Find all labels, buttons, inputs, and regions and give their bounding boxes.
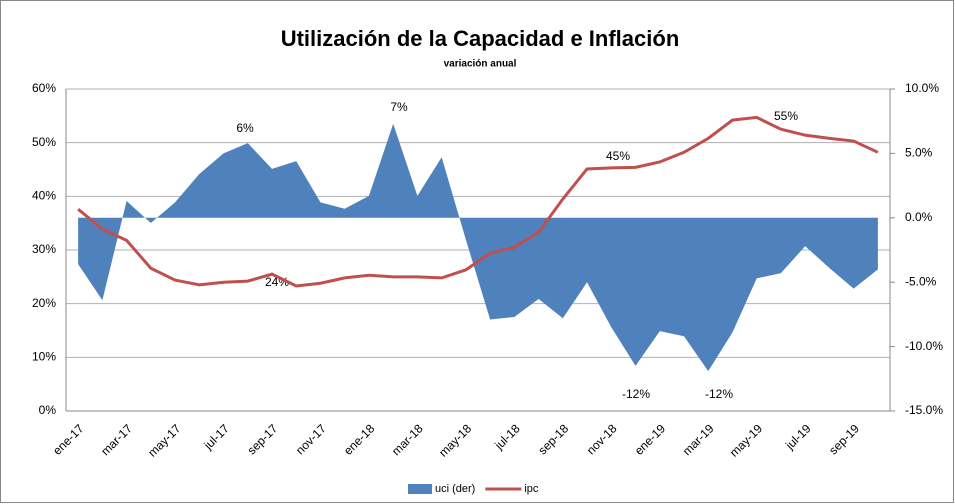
y-tick-label: 20%	[32, 296, 56, 310]
y-tick-label: 30%	[32, 242, 56, 256]
annotation: 7%	[390, 100, 408, 114]
chart-subtitle: variación anual	[444, 59, 517, 70]
legend-label: ipc	[524, 483, 539, 495]
y2-tick-label: 5.0%	[905, 146, 933, 160]
annotation: 45%	[606, 149, 630, 163]
y2-tick-label: 10.0%	[905, 81, 939, 95]
annotation: 55%	[774, 109, 798, 123]
y2-tick-label: 0.0%	[905, 210, 933, 224]
y-tick-label: 40%	[32, 189, 56, 203]
y-tick-label: 50%	[32, 135, 56, 149]
annotation: 6%	[236, 121, 254, 135]
annotation: -12%	[705, 387, 733, 401]
chart-title: Utilización de la Capacidad e Inflación	[281, 26, 680, 51]
y2-tick-label: -5.0%	[905, 274, 937, 288]
legend-label: uci (der)	[435, 483, 475, 495]
y-tick-label: 10%	[32, 350, 56, 364]
y-tick-label: 60%	[32, 81, 56, 95]
legend-swatch	[408, 484, 432, 494]
y-tick-label: 0%	[39, 403, 57, 417]
line	[77, 115, 879, 288]
area	[78, 123, 878, 372]
annotation: -12%	[622, 387, 650, 401]
y2-tick-label: -15.0%	[905, 403, 943, 417]
y2-tick-label: -10.0%	[905, 339, 943, 353]
